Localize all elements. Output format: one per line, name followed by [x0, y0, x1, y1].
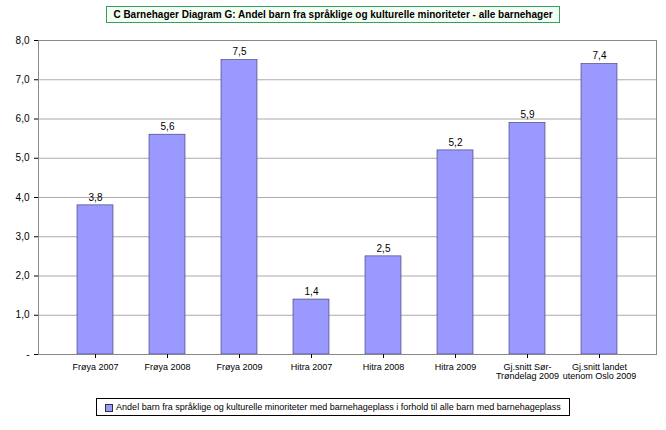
svg-text:1,4: 1,4: [305, 286, 319, 297]
svg-text:Frøya 2007: Frøya 2007: [72, 362, 118, 372]
svg-text:5,6: 5,6: [161, 121, 175, 132]
svg-text:Gj.snitt Sør-Trøndelag 2009: Gj.snitt Sør-Trøndelag 2009: [496, 362, 559, 381]
svg-text:Frøya 2009: Frøya 2009: [216, 362, 262, 372]
html-text:C Barnehager Diagram G: Andel: C Barnehager Diagram G: Andel barn fra s…: [113, 9, 553, 20]
svg-text:5,9: 5,9: [521, 109, 535, 120]
svg-text:Hitra 2007: Hitra 2007: [291, 362, 333, 372]
svg-text:5,2: 5,2: [449, 137, 463, 148]
svg-text:8,0: 8,0: [16, 35, 30, 46]
svg-text:Frøya 2008: Frøya 2008: [144, 362, 190, 372]
svg-text:4,0: 4,0: [16, 192, 30, 203]
svg-text:-: -: [26, 349, 29, 360]
svg-text:5,0: 5,0: [16, 152, 30, 163]
svg-text:Gj.snitt landetutenom Oslo 200: Gj.snitt landetutenom Oslo 2009: [563, 362, 637, 381]
html-text:Andel barn fra språklige og ku: Andel barn fra språklige og kulturelle m…: [116, 402, 561, 412]
svg-text:Hitra 2008: Hitra 2008: [363, 362, 405, 372]
svg-text:7,4: 7,4: [593, 50, 607, 61]
svg-text:Hitra 2009: Hitra 2009: [435, 362, 477, 372]
svg-text:7,5: 7,5: [233, 46, 247, 57]
svg-text:1,0: 1,0: [16, 309, 30, 320]
svg-text:2,0: 2,0: [16, 270, 30, 281]
svg-text:3,0: 3,0: [16, 231, 30, 242]
svg-text:7,0: 7,0: [16, 74, 30, 85]
svg-text:3,8: 3,8: [89, 192, 103, 203]
svg-text:6,0: 6,0: [16, 113, 30, 124]
svg-text:2,5: 2,5: [377, 243, 391, 254]
